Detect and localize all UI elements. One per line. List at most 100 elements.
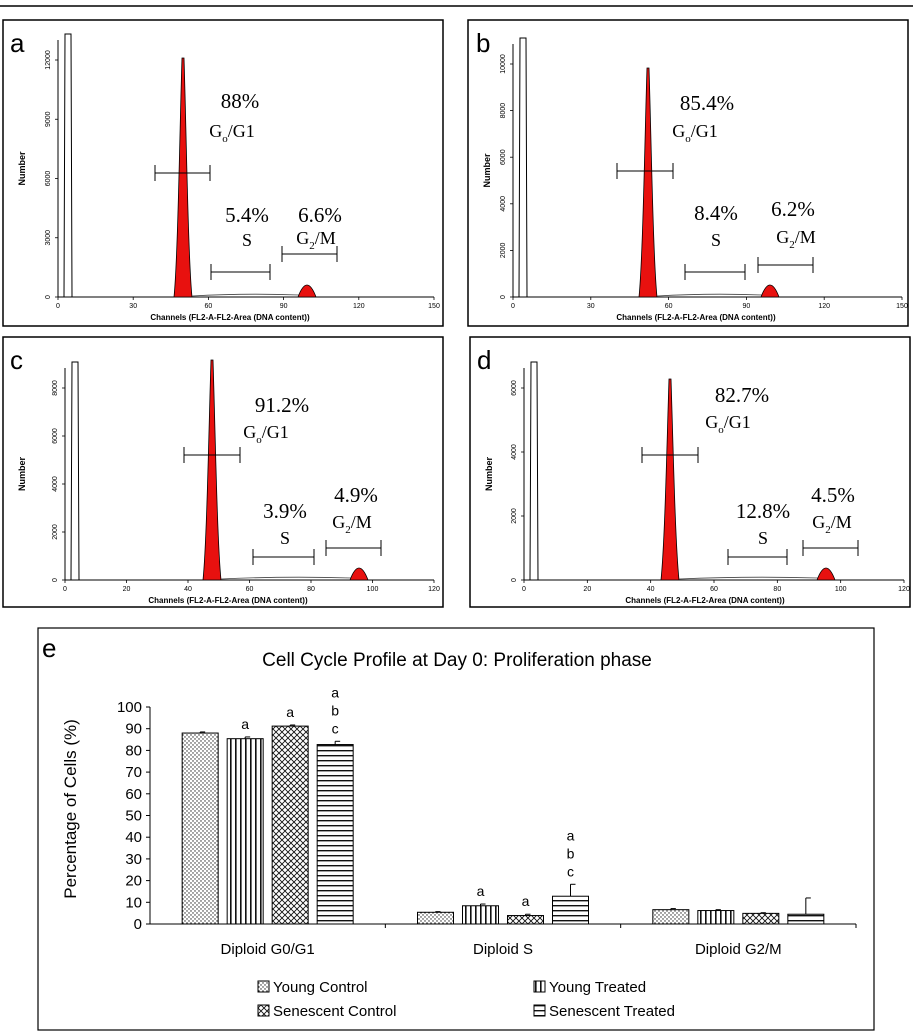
bar-young-treated bbox=[697, 910, 735, 925]
g0g1-percent: 91.2% bbox=[255, 393, 309, 417]
bar-young-control bbox=[652, 909, 690, 925]
panel-letter: c bbox=[10, 345, 23, 375]
y-axis-label: Channels (FL2-A-FL2-Area (DNA content)) bbox=[150, 313, 310, 322]
g2m-peak bbox=[349, 567, 369, 581]
x-tick-label: 90 bbox=[280, 303, 288, 310]
g2m-peak bbox=[760, 284, 780, 298]
debris-peak bbox=[70, 361, 80, 581]
g2m-peak bbox=[816, 567, 836, 581]
s-percent: 5.4% bbox=[225, 203, 269, 227]
error-bar bbox=[805, 897, 811, 915]
panel-letter: a bbox=[10, 28, 25, 58]
error-bar bbox=[244, 736, 251, 739]
histogram-panel-b: b Channels (FL2-A-FL2-Area (DNA content)… bbox=[467, 19, 909, 327]
s-gate bbox=[684, 264, 746, 280]
g2m-peak bbox=[297, 284, 317, 298]
legend-item: Young Control bbox=[257, 979, 368, 996]
histogram-panel-a: a Channels (FL2-A-FL2-Area (DNA content)… bbox=[2, 19, 444, 327]
s-percent: 3.9% bbox=[263, 499, 307, 523]
g2m-label: G2/M bbox=[332, 512, 372, 536]
x-tick-label: 80 bbox=[307, 586, 315, 593]
significance-letter: c bbox=[332, 720, 339, 736]
y-tick-label: 4000 bbox=[511, 444, 518, 460]
x-tick-label: Diploid G0/G1 bbox=[221, 941, 315, 958]
legend-item: Young Treated bbox=[533, 979, 646, 996]
x-tick-label: 20 bbox=[583, 586, 591, 593]
debris-peak bbox=[63, 33, 73, 298]
y-tick-label: 100 bbox=[117, 699, 142, 716]
g0g1-percent: 88% bbox=[221, 89, 260, 113]
legend-label: Young Treated bbox=[549, 979, 646, 996]
y-tick-label: 60 bbox=[125, 786, 142, 803]
bar-senescent-control bbox=[271, 725, 309, 925]
y-tick-label: 0 bbox=[500, 295, 507, 299]
x-tick-label: 100 bbox=[367, 586, 379, 593]
y-axis-label: Percentage of Cells (%) bbox=[61, 719, 80, 899]
histogram-d: Number 0 20 40 60 80 100 120 0 2000 4000 6000 82.7% G… bbox=[484, 361, 910, 593]
bar-senescent-treated bbox=[316, 744, 354, 925]
y-axis-label: Number bbox=[482, 153, 492, 188]
error-bar bbox=[670, 908, 676, 910]
y-tick-label: 0 bbox=[45, 295, 52, 299]
legend-swatch bbox=[533, 980, 546, 993]
y-tick-label: 50 bbox=[125, 808, 142, 825]
bar-young-treated bbox=[462, 905, 499, 925]
g0g1-percent: 85.4% bbox=[680, 91, 734, 115]
x-tick-label: 40 bbox=[184, 586, 192, 593]
y-tick-label: 40 bbox=[125, 829, 142, 846]
x-tick-label: 60 bbox=[665, 303, 673, 310]
legend-label: Senescent Treated bbox=[549, 1003, 675, 1020]
legend-item: Senescent Treated bbox=[533, 1003, 675, 1020]
legend-item: Senescent Control bbox=[257, 1003, 396, 1020]
error-bar bbox=[715, 909, 721, 911]
x-tick-label: Diploid G2/M bbox=[695, 941, 782, 958]
x-tick-label: 120 bbox=[818, 303, 830, 310]
s-percent: 8.4% bbox=[694, 201, 738, 225]
y-tick-label: 2000 bbox=[511, 508, 518, 524]
s-label: S bbox=[242, 230, 252, 250]
g2m-percent: 4.5% bbox=[811, 483, 855, 507]
legend-swatch bbox=[257, 980, 270, 993]
g0g1-label: Go/G1 bbox=[243, 422, 289, 446]
chart-title: Cell Cycle Profile at Day 0: Proliferati… bbox=[262, 650, 652, 671]
x-tick-label: 60 bbox=[246, 586, 254, 593]
g0g1-gate bbox=[616, 163, 674, 179]
y-axis-label: Number bbox=[484, 457, 494, 492]
x-axis-label: Channels (FL2-A-FL2-Area (DNA content)) bbox=[616, 313, 776, 322]
g2m-gate bbox=[757, 257, 814, 273]
histogram-a: Number 0 30 60 90 120 150 0 3000 6000 9000 12000 88%… bbox=[17, 33, 440, 310]
error-bar bbox=[480, 903, 486, 906]
panel-letter: e bbox=[42, 633, 56, 663]
x-tick-label: 0 bbox=[522, 586, 526, 593]
y-tick-label: 70 bbox=[125, 764, 142, 781]
bar-senescent-treated bbox=[787, 913, 825, 925]
y-tick-label: 8000 bbox=[500, 103, 507, 119]
y-tick-label: 30 bbox=[125, 851, 142, 868]
bar-young-control bbox=[181, 732, 219, 925]
histogram-b: Number 0 30 60 90 120 150 0 2000 4000 6000 8000 1000… bbox=[482, 37, 908, 310]
g2m-percent: 6.6% bbox=[298, 203, 342, 227]
x-axis-label: Channels (FL2-A-FL2-Area (DNA content)) bbox=[625, 596, 785, 605]
x-tick-label: Diploid S bbox=[473, 941, 533, 958]
g0g1-label: Go/G1 bbox=[705, 412, 751, 436]
g0g1-peak bbox=[202, 359, 222, 581]
x-tick-label: 30 bbox=[129, 303, 137, 310]
histogram-panel-d: d Channels (FL2-A-FL2-Area (DNA content)… bbox=[469, 336, 911, 608]
g0g1-gate bbox=[154, 165, 211, 181]
error-bar bbox=[199, 731, 206, 734]
y-tick-label: 12000 bbox=[45, 50, 52, 70]
error-bar bbox=[289, 724, 296, 727]
significance-letter: a bbox=[477, 883, 485, 899]
s-gate bbox=[252, 549, 315, 565]
x-tick-label: 150 bbox=[896, 303, 908, 310]
y-tick-label: 20 bbox=[125, 873, 142, 890]
s-phase-trace bbox=[656, 293, 763, 297]
y-tick-label: 10 bbox=[125, 894, 142, 911]
s-gate bbox=[727, 549, 788, 565]
x-tick-label: 0 bbox=[511, 303, 515, 310]
error-bar bbox=[525, 913, 531, 916]
histogram-c: Number 0 20 40 60 80 100 120 0 2000 4000 6000 8000 91… bbox=[17, 359, 440, 593]
y-tick-label: 4000 bbox=[500, 196, 507, 212]
g2m-gate bbox=[802, 540, 859, 556]
